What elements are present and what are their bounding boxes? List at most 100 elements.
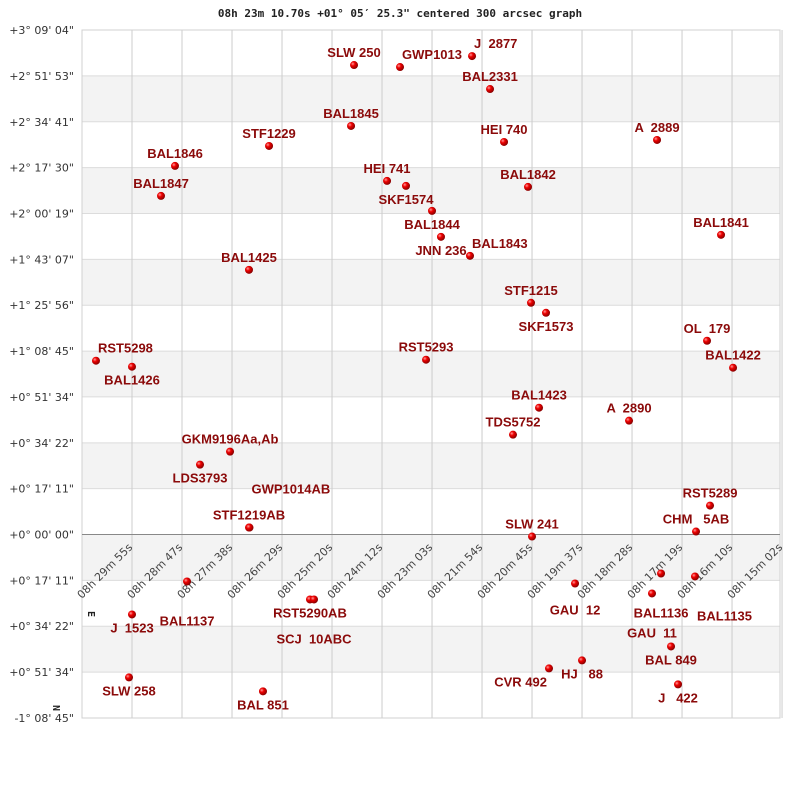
star-marker[interactable] <box>245 523 254 532</box>
star-marker[interactable] <box>667 642 676 651</box>
star-label: BAL1842 <box>500 167 556 182</box>
star-marker[interactable] <box>509 430 518 439</box>
star-marker[interactable] <box>258 687 267 696</box>
star-marker[interactable] <box>542 308 551 317</box>
star-label: BAL1841 <box>693 215 749 230</box>
star-label: BAL1846 <box>147 146 203 161</box>
plot-band <box>82 259 780 306</box>
star-marker[interactable] <box>465 251 474 260</box>
star-label: JNN 236 <box>415 243 466 258</box>
star-marker[interactable] <box>157 191 166 200</box>
star-marker[interactable] <box>625 416 634 425</box>
star-marker[interactable] <box>571 579 580 588</box>
star-label: BAL1422 <box>705 348 761 363</box>
star-marker[interactable] <box>396 63 405 72</box>
star-marker[interactable] <box>703 336 712 345</box>
star-label: BAL1136 <box>634 605 689 620</box>
star-marker[interactable] <box>226 447 235 456</box>
star-label: A 2890 <box>607 401 652 416</box>
star-label: BAL1844 <box>404 217 460 232</box>
star-marker[interactable] <box>91 356 100 365</box>
star-label: BAL1845 <box>323 106 379 121</box>
star-label: BAL1847 <box>133 176 189 191</box>
star-label: GAU 12 <box>550 603 601 618</box>
star-marker[interactable] <box>128 362 137 371</box>
star-label: BAL1426 <box>104 373 160 388</box>
star-marker[interactable] <box>524 182 533 191</box>
star-marker[interactable] <box>674 680 683 689</box>
star-marker[interactable] <box>486 85 495 94</box>
star-marker[interactable] <box>528 532 537 541</box>
star-marker[interactable] <box>196 460 205 469</box>
star-marker[interactable] <box>125 673 134 682</box>
star-label: SLW 250 <box>327 45 380 60</box>
star-label: STF1215 <box>504 283 557 298</box>
star-label: J 2877 <box>474 36 517 51</box>
star-marker[interactable] <box>468 52 477 61</box>
y-tick-label: +2° 00' 19" <box>9 207 74 220</box>
y-tick-label: +1° 43' 07" <box>9 253 74 266</box>
star-label: RST5298 <box>98 341 153 356</box>
star-label: RST5289 <box>683 486 738 501</box>
star-marker[interactable] <box>648 589 657 598</box>
star-marker[interactable] <box>657 569 666 578</box>
star-label: BAL1135 <box>697 608 752 623</box>
star-label: J 422 <box>658 690 698 705</box>
plot-frame <box>81 29 781 719</box>
y-tick-label: +2° 17' 30" <box>9 162 74 175</box>
star-marker[interactable] <box>578 656 587 665</box>
star-marker[interactable] <box>500 137 509 146</box>
y-tick-label: +2° 51' 53" <box>9 70 74 83</box>
star-marker[interactable] <box>527 298 536 307</box>
y-tick-label: +0° 34' 22" <box>9 620 74 633</box>
star-marker[interactable] <box>244 265 253 274</box>
star-marker[interactable] <box>310 595 319 604</box>
star-label: CHM 5AB <box>663 512 729 527</box>
y-axis-ticks: +3° 09' 04" +2° 51' 53" +2° 34' 41" +2° 17'… <box>9 24 74 725</box>
star-label: TDS5752 <box>486 415 541 430</box>
star-marker[interactable] <box>706 501 715 510</box>
star-marker[interactable] <box>535 403 544 412</box>
gridlines <box>82 29 783 719</box>
star-marker[interactable] <box>428 206 437 215</box>
plot-band <box>82 75 780 122</box>
star-label: BAL2331 <box>462 69 518 84</box>
star-label: STF1229 <box>242 126 295 141</box>
star-labels: SLW 250 GWP1013 J 2877 BAL2331 BAL1845 HEI 74… <box>98 36 761 712</box>
star-label: HJ 88 <box>561 666 603 681</box>
star-marker[interactable] <box>350 61 359 70</box>
y-tick-label: +3° 09' 04" <box>9 24 74 37</box>
star-marker[interactable] <box>436 232 445 241</box>
star-marker[interactable] <box>717 230 726 239</box>
star-marker[interactable] <box>347 121 356 130</box>
chart-title: 08h 23m 10.70s +01° 05′ 25.3" centered 3… <box>218 7 582 20</box>
star-marker[interactable] <box>691 572 700 581</box>
star-marker[interactable] <box>692 527 701 536</box>
star-label: HEI 741 <box>364 161 411 176</box>
star-marker[interactable] <box>183 577 192 586</box>
star-marker[interactable] <box>653 135 662 144</box>
y-tick-label: +1° 25' 56" <box>9 299 74 312</box>
star-label: GWP1013 <box>402 47 462 62</box>
plot-band <box>82 351 780 397</box>
star-marker[interactable] <box>422 355 431 364</box>
star-label: STF1219AB <box>213 508 285 523</box>
star-marker[interactable] <box>729 363 738 372</box>
star-marker[interactable] <box>128 610 137 619</box>
star-label: BAL1137 <box>160 614 215 629</box>
plot-band <box>82 167 780 214</box>
star-label: LDS3793 <box>173 471 228 486</box>
star-marker[interactable] <box>383 176 392 185</box>
star-marker[interactable] <box>265 141 274 150</box>
star-label: OL 179 <box>684 321 731 336</box>
star-marker[interactable] <box>545 664 554 673</box>
y-tick-label: +0° 00' 00" <box>9 529 74 542</box>
star-label: SKF1574 <box>379 192 435 207</box>
y-tick-label: +0° 17' 11" <box>9 574 74 587</box>
plot-band <box>82 626 780 673</box>
y-tick-label: +0° 17' 11" <box>9 483 74 496</box>
star-marker[interactable] <box>171 161 180 170</box>
star-marker[interactable] <box>401 181 410 190</box>
y-tick-label: -1° 08' 45" <box>14 712 74 725</box>
